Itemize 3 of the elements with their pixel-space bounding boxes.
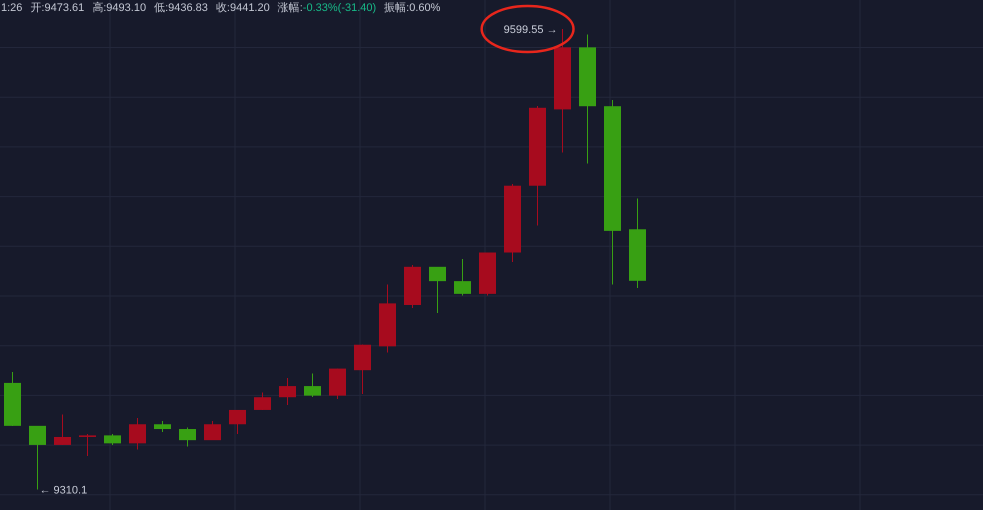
header: 1:26 开:9473.61 高:9493.10 低:9436.83 收:9441.20 涨幅:-0.33%(-31.40) 振幅:0.60% bbox=[1, 2, 440, 14]
annotation: 9599.55 → bbox=[504, 24, 558, 36]
annotation: ← 9310.1 bbox=[40, 484, 88, 496]
